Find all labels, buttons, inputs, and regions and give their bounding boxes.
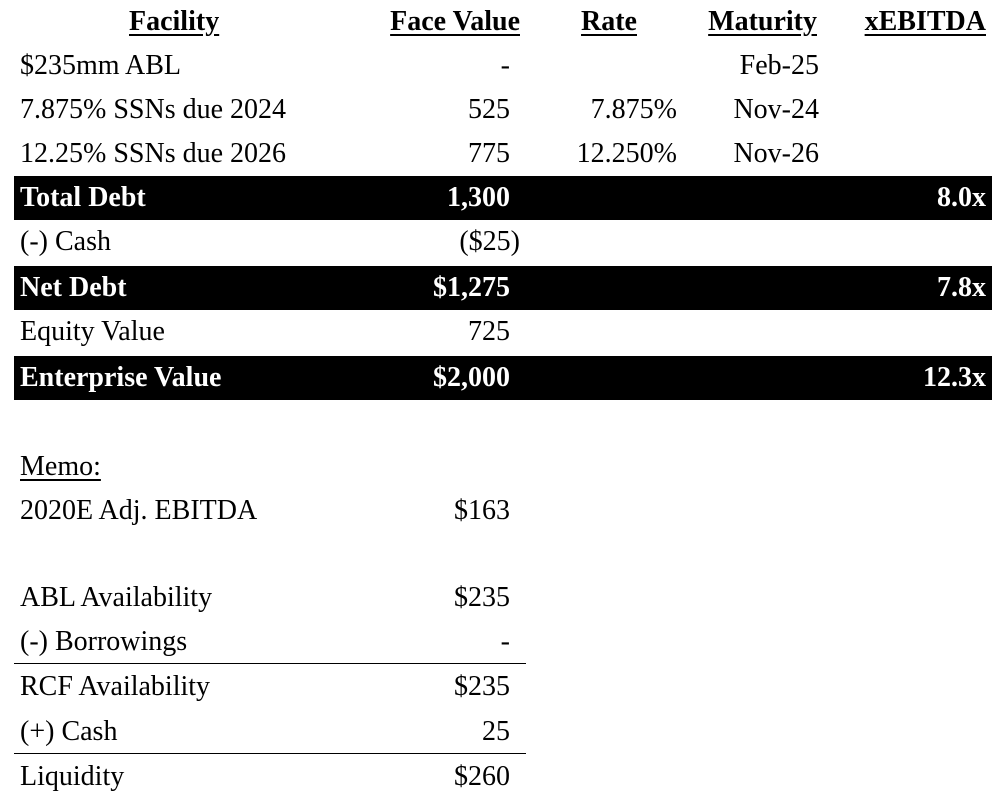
total-debt-value: 1,300 <box>447 182 510 213</box>
equity-value-label: Equity Value <box>20 316 165 347</box>
facility-maturity: Nov-24 <box>733 94 819 125</box>
enterprise-value-value: $2,000 <box>433 362 510 393</box>
facility-name: $235mm ABL <box>20 50 182 81</box>
equity-value-value: 725 <box>468 316 510 347</box>
net-debt-value: $1,275 <box>433 272 510 303</box>
borrowings-label: (-) Borrowings <box>20 626 188 657</box>
rcf-availability-row: RCF Availability $235 <box>14 665 992 709</box>
plus-cash-row: (+) Cash 25 <box>14 710 992 754</box>
liquidity-label: Liquidity <box>20 761 125 792</box>
liquidity-value: $260 <box>454 761 510 792</box>
memo-ebitda-label: 2020E Adj. EBITDA <box>20 495 258 526</box>
facility-rate <box>554 44 677 88</box>
header-maturity: Maturity <box>708 6 817 37</box>
enterprise-value-label: Enterprise Value <box>20 362 222 393</box>
memo-ebitda-value: $163 <box>454 495 510 526</box>
header-facility: Facility <box>129 6 220 37</box>
cash-row: (-) Cash ($25) <box>14 220 992 264</box>
borrowings-row: (-) Borrowings - <box>14 620 992 664</box>
facility-maturity: Nov-26 <box>733 138 819 169</box>
facility-face: 775 <box>468 138 510 169</box>
cash-label: (-) Cash <box>20 226 111 257</box>
facility-rate: 12.250% <box>576 138 677 169</box>
total-debt-label: Total Debt <box>20 182 146 213</box>
header-rate: Rate <box>581 6 637 37</box>
divider <box>14 753 526 754</box>
plus-cash-value: 25 <box>482 716 510 747</box>
memo-title: Memo: <box>20 451 101 482</box>
borrowings-value: - <box>500 626 510 657</box>
header-xebitda: xEBITDA <box>864 6 986 37</box>
divider <box>14 663 526 664</box>
header-face-value: Face Value <box>390 6 520 37</box>
plus-cash-label: (+) Cash <box>20 716 118 747</box>
facility-name: 7.875% SSNs due 2024 <box>20 94 287 125</box>
table-header: Facility Face Value Rate Maturity xEBITD… <box>14 0 992 44</box>
table-row: 12.25% SSNs due 2026 775 12.250% Nov-26 <box>14 132 992 176</box>
rcf-availability-label: RCF Availability <box>20 671 211 702</box>
table-row: 7.875% SSNs due 2024 525 7.875% Nov-24 <box>14 88 992 132</box>
facility-rate: 7.875% <box>590 94 677 125</box>
memo-title-row: Memo: <box>14 445 992 489</box>
facility-face: 525 <box>468 94 510 125</box>
equity-value-row: Equity Value 725 <box>14 310 992 354</box>
abl-availability-value: $235 <box>454 582 510 613</box>
rcf-availability-value: $235 <box>454 671 510 702</box>
facility-face: - <box>500 50 510 81</box>
total-debt-row: Total Debt 1,300 8.0x <box>14 176 992 220</box>
abl-availability-row: ABL Availability $235 <box>14 576 992 620</box>
enterprise-value-xebitda: 12.3x <box>923 362 986 393</box>
liquidity-row: Liquidity $260 <box>14 755 992 799</box>
net-debt-xebitda: 7.8x <box>937 272 986 303</box>
memo-ebitda-row: 2020E Adj. EBITDA $163 <box>14 489 992 533</box>
abl-availability-label: ABL Availability <box>20 582 213 613</box>
net-debt-label: Net Debt <box>20 272 127 303</box>
facility-maturity: Feb-25 <box>739 50 819 81</box>
enterprise-value-row: Enterprise Value $2,000 12.3x <box>14 356 992 400</box>
facility-name: 12.25% SSNs due 2026 <box>20 138 287 169</box>
net-debt-row: Net Debt $1,275 7.8x <box>14 266 992 310</box>
cash-value: ($25) <box>459 226 520 257</box>
table-row: $235mm ABL - Feb-25 <box>14 44 992 88</box>
total-debt-xebitda: 8.0x <box>937 182 986 213</box>
